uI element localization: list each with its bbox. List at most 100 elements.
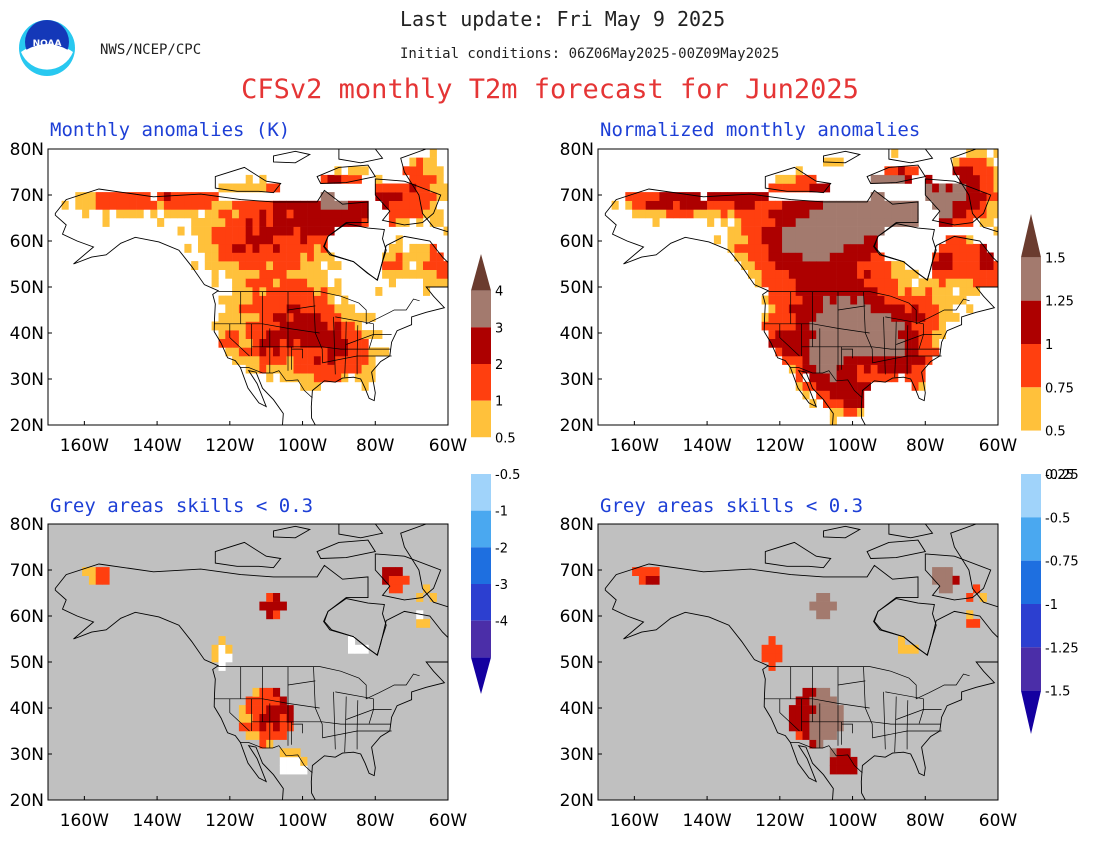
grid-cell: [925, 304, 933, 314]
grid-cell: [652, 209, 660, 219]
grid-cell: [429, 593, 437, 602]
grid-cell: [782, 252, 790, 262]
grid-cell: [727, 192, 735, 201]
grid-cell: [836, 399, 844, 408]
coastline-island: [447, 661, 448, 664]
grid-cell: [857, 269, 865, 279]
grid-cell: [870, 278, 878, 288]
grid-cell: [273, 304, 281, 314]
grid-cell: [877, 192, 885, 201]
grid-cell: [802, 713, 810, 723]
grid-cell: [741, 192, 749, 201]
grid-cell: [891, 312, 899, 322]
grid-cell: [795, 356, 803, 365]
coastline-island: [764, 541, 832, 569]
grid-cell: [402, 575, 410, 585]
grid-cell: [102, 575, 110, 585]
grid-cell: [102, 192, 110, 201]
grid-cell: [184, 209, 192, 219]
grid-cell: [802, 243, 810, 253]
grid-cell: [823, 713, 831, 723]
grid-cell: [775, 174, 783, 184]
grid-cell: [870, 243, 878, 253]
grid-cell: [198, 235, 206, 245]
grid-cell: [945, 243, 953, 253]
grid-cell: [809, 731, 817, 740]
grid-cell: [313, 312, 321, 322]
grid-cell: [348, 209, 356, 219]
colorbar-label: -0.5: [1045, 511, 1070, 526]
grid-cell: [993, 261, 998, 270]
grid-cell: [911, 312, 919, 322]
grid-cell: [884, 200, 892, 210]
grid-cell: [979, 174, 987, 184]
grid-cell: [313, 226, 321, 236]
grid-cell: [850, 373, 858, 383]
grid-cell: [829, 756, 837, 766]
grid-cell: [836, 243, 844, 253]
grid-cell: [925, 287, 933, 296]
grid-cell: [788, 713, 796, 723]
grid-cell: [307, 347, 315, 357]
grid-cell: [877, 295, 885, 305]
grid-cell: [436, 269, 444, 279]
grid-cell: [666, 200, 674, 210]
grid-cell: [266, 373, 274, 383]
grid-cell: [82, 209, 90, 219]
grid-cell: [204, 200, 212, 210]
grid-cell: [443, 192, 448, 201]
map-background: [598, 524, 998, 800]
grid-cell: [211, 209, 219, 219]
grid-cell: [232, 209, 240, 219]
grid-cell: [238, 347, 246, 357]
grid-cell: [904, 321, 912, 331]
grid-cell: [388, 575, 396, 585]
grid-cell: [966, 269, 974, 279]
grid-cell: [266, 269, 274, 279]
grid-cell: [884, 174, 892, 184]
grid-cell: [443, 278, 448, 288]
grid-cell: [761, 321, 769, 331]
grid-cell: [823, 338, 831, 348]
grid-cell: [327, 321, 335, 331]
grid-cell: [320, 295, 328, 305]
grid-cell: [986, 166, 994, 176]
grid-cell: [259, 312, 267, 322]
grid-cell: [809, 183, 817, 193]
grid-cell: [898, 636, 906, 645]
grid-cell: [293, 252, 301, 262]
grid-cell: [720, 218, 728, 227]
grid-cell: [932, 278, 940, 288]
grid-cell: [816, 687, 824, 697]
grid-cell: [334, 209, 342, 219]
coastline-north-america: [54, 188, 448, 425]
grid-cell: [320, 304, 328, 314]
coastline-island: [924, 553, 992, 601]
grid-cell: [273, 243, 281, 253]
grid-cell: [829, 364, 837, 374]
grid-cell: [850, 347, 858, 357]
grid-cell: [966, 218, 974, 227]
grid-cell: [816, 252, 824, 262]
grid-cell: [836, 235, 844, 245]
grid-cell: [341, 356, 349, 365]
grid-cell: [211, 243, 219, 253]
boundary-line: [872, 355, 942, 364]
grid-cell: [259, 209, 267, 219]
grid-cell: [843, 338, 851, 348]
grid-cell: [966, 243, 974, 253]
grid-cell: [395, 567, 403, 576]
grid-cell: [218, 261, 226, 270]
grid-cell: [409, 192, 417, 201]
grid-cell: [938, 261, 946, 270]
grid-cell: [782, 312, 790, 322]
grid-cell: [348, 312, 356, 322]
grid-cell: [795, 312, 803, 322]
grid-cell: [116, 200, 124, 210]
grid-cell: [334, 278, 342, 288]
grid-cell: [191, 192, 199, 201]
grid-cell: [850, 330, 858, 339]
coastline-island: [273, 150, 312, 164]
grid-cell: [823, 330, 831, 339]
